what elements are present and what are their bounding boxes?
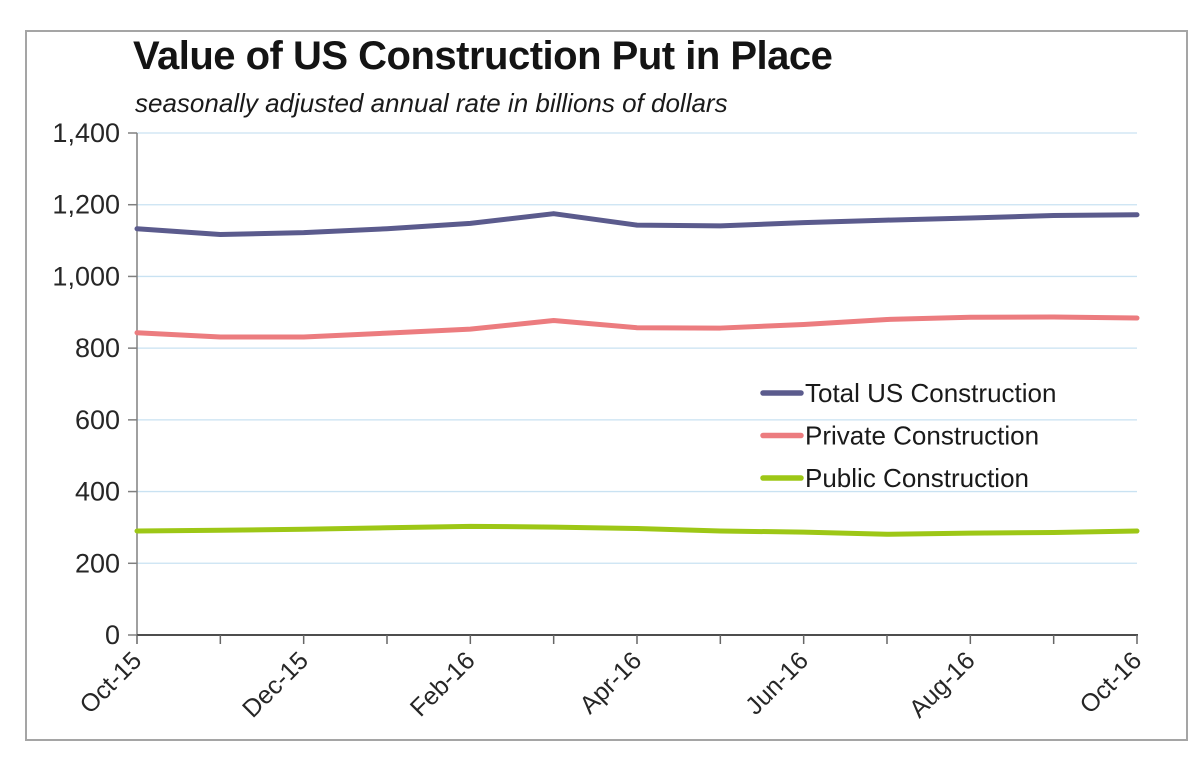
x-axis-label: Oct-16 xyxy=(1074,646,1147,719)
series-line-public-construction xyxy=(134,523,1140,537)
legend-item: Total US Construction xyxy=(760,378,1056,408)
y-axis-label: 0 xyxy=(105,620,120,650)
y-axis-label: 1,000 xyxy=(52,261,120,291)
y-axis-label: 600 xyxy=(75,405,120,435)
series-line-private-construction xyxy=(134,314,1140,340)
chart-title: Value of US Construction Put in Place xyxy=(133,34,833,78)
legend-label: Public Construction xyxy=(805,463,1029,493)
legend-label: Private Construction xyxy=(805,421,1039,451)
x-axis-label: Apr-16 xyxy=(574,646,647,719)
line-chart: 0 200 400 600 800 1,000 1,200 1,400 Oct-15 Dec-15… xyxy=(52,118,1147,723)
legend-label: Total US Construction xyxy=(805,378,1056,408)
legend-item: Public Construction xyxy=(760,463,1029,493)
legend-item: Private Construction xyxy=(760,421,1039,451)
series-line-total-us-construction xyxy=(134,211,1140,237)
chart-subtitle: seasonally adjusted annual rate in billi… xyxy=(135,88,728,118)
y-axis-label: 800 xyxy=(75,333,120,363)
legend: Total US Construction Private Constructio… xyxy=(760,378,1056,493)
y-axis-label: 1,200 xyxy=(52,190,120,220)
x-axis-label: Aug-16 xyxy=(904,646,981,723)
chart-frame: Value of US Construction Put in Place se… xyxy=(25,30,1188,741)
x-axis-label: Oct-15 xyxy=(74,646,147,719)
y-axis-label: 400 xyxy=(75,477,120,507)
x-axis-label: Dec-15 xyxy=(237,646,314,723)
x-axis-label: Jun-16 xyxy=(740,646,814,720)
x-axis-label: Feb-16 xyxy=(405,646,481,722)
y-axis-label: 1,400 xyxy=(52,118,120,148)
y-axis-label: 200 xyxy=(75,548,120,578)
